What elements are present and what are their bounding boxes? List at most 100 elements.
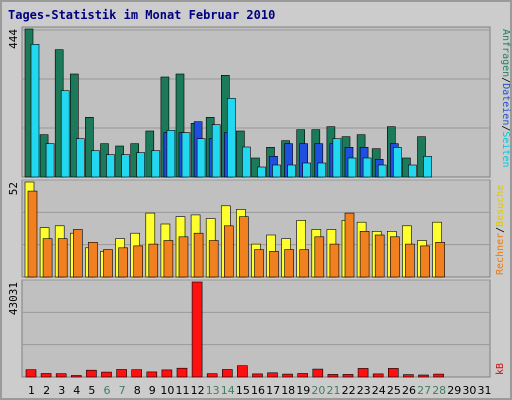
bar-visits-seiten-day-10 [166, 130, 176, 178]
bar-visitors-rechner-day-27 [420, 245, 430, 278]
bar-visits-seiten-day-14 [227, 98, 236, 178]
bar-kb-kb-day-21 [327, 374, 339, 378]
day-label-31: 31 [478, 384, 492, 397]
legend-entry-visitors-0: Besuche [495, 185, 506, 227]
bar-kb-kb-day-4 [71, 375, 82, 378]
bar-visits-seiten-day-6 [106, 154, 115, 178]
bar-kb-kb-day-7 [116, 369, 127, 378]
bar-visits-seiten-day-26 [408, 164, 417, 178]
bar-kb-kb-day-8 [131, 369, 142, 378]
day-label-9: 9 [149, 384, 156, 397]
day-label-4: 4 [73, 384, 80, 397]
bar-kb-kb-day-6 [101, 371, 112, 378]
bar-kb-kb-day-12 [191, 281, 203, 378]
day-label-27: 27 [417, 384, 431, 397]
bar-visitors-rechner-day-20 [314, 236, 325, 278]
bar-visitors-rechner-day-16 [254, 249, 264, 278]
bar-visits-seiten-day-8 [136, 152, 145, 178]
bar-visits-seiten-day-2 [45, 143, 55, 178]
bar-kb-kb-day-9 [146, 371, 158, 378]
panel-background-visits [21, 26, 491, 178]
day-label-15: 15 [236, 384, 250, 397]
bar-visitors-rechner-day-13 [208, 240, 219, 278]
day-label-29: 29 [447, 384, 461, 397]
day-label-23: 23 [357, 384, 371, 397]
bar-visits-seiten-day-7 [121, 154, 130, 178]
bar-visitors-rechner-day-11 [178, 236, 189, 278]
bar-visits-seiten-day-21 [332, 138, 342, 178]
bar-visits-seiten-day-5 [91, 150, 100, 178]
day-label-7: 7 [119, 384, 126, 397]
day-label-12: 12 [191, 384, 205, 397]
bar-visitors-rechner-day-1 [27, 190, 38, 278]
bar-kb-kb-day-17 [267, 372, 278, 378]
day-label-13: 13 [206, 384, 220, 397]
bar-visits-seiten-day-22 [347, 157, 357, 178]
chart-title: Tages-Statistik im Monat Februar 2010 [8, 8, 275, 22]
bar-kb-kb-day-5 [86, 369, 97, 378]
legend-kb: kB [495, 363, 506, 375]
legend-entry-visits-2: Dateien [500, 83, 511, 125]
bar-visits-seiten-day-1 [30, 43, 40, 178]
bar-visitors-rechner-day-26 [405, 243, 415, 278]
day-label-3: 3 [58, 384, 65, 397]
bar-visits-seiten-day-19 [302, 162, 312, 178]
bar-visits-seiten-day-18 [287, 164, 296, 178]
ymax-label-visitors: 52 [7, 182, 20, 195]
bar-visits-seiten-day-20 [317, 162, 327, 178]
bar-visits-seiten-day-17 [272, 164, 281, 178]
day-label-26: 26 [402, 384, 416, 397]
day-label-5: 5 [88, 384, 95, 397]
day-label-6: 6 [104, 384, 111, 397]
bar-visitors-rechner-day-9 [148, 243, 159, 278]
bar-visits-seiten-day-11 [181, 132, 191, 178]
bar-visitors-rechner-day-6 [103, 249, 113, 278]
bar-kb-kb-day-10 [161, 369, 173, 378]
bar-visits-seiten-day-12 [196, 138, 206, 178]
day-label-22: 22 [342, 384, 356, 397]
legend-visits: Anfragen/Dateien/Seiten [500, 29, 511, 168]
bar-kb-kb-day-2 [40, 373, 52, 378]
bar-visitors-rechner-day-2 [42, 238, 53, 278]
day-label-2: 2 [43, 384, 50, 397]
bar-visitors-rechner-day-19 [299, 249, 310, 278]
bar-kb-kb-day-26 [403, 374, 414, 378]
bar-visitors-rechner-day-10 [163, 240, 174, 278]
day-label-17: 17 [266, 384, 280, 397]
legend-entry-visits-1: / [500, 77, 511, 83]
bar-visitors-rechner-day-7 [118, 247, 128, 278]
legend-entry-visitors-1: / [495, 227, 506, 233]
bar-kb-kb-day-27 [418, 374, 429, 378]
bar-kb-kb-day-28 [433, 373, 444, 378]
bar-visitors-rechner-day-17 [269, 251, 279, 278]
bar-visitors-rechner-day-21 [329, 243, 340, 278]
bar-visitors-rechner-day-24 [374, 234, 385, 278]
day-label-24: 24 [372, 384, 386, 397]
bar-visits-seiten-day-3 [60, 90, 70, 178]
day-label-30: 30 [462, 384, 476, 397]
bar-visitors-rechner-day-5 [88, 242, 98, 278]
bar-visits-seiten-day-27 [423, 156, 432, 178]
bar-kb-kb-day-23 [357, 368, 369, 378]
bar-kb-kb-day-24 [372, 373, 384, 378]
day-label-25: 25 [387, 384, 401, 397]
bar-visits-anfragen-day-4 [70, 73, 79, 178]
bar-visitors-rechner-day-15 [239, 216, 249, 278]
bar-visits-seiten-day-23 [362, 157, 372, 178]
day-label-11: 11 [176, 384, 190, 397]
bar-visitors-rechner-day-4 [73, 229, 83, 278]
bar-kb-kb-day-20 [312, 368, 324, 378]
bar-visits-seiten-day-13 [211, 124, 221, 178]
legend-entry-visits-4: Seiten [500, 131, 511, 167]
bar-visits-seiten-day-9 [151, 150, 161, 178]
ymax-label-visits: 444 [7, 29, 20, 49]
bar-kb-kb-day-18 [282, 373, 293, 378]
bar-visitors-rechner-day-28 [435, 242, 445, 278]
bar-visits-seiten-day-16 [257, 166, 266, 178]
bar-kb-kb-day-25 [387, 368, 399, 378]
legend-entry-visitors-2: Rechner [495, 233, 506, 275]
bar-kb-kb-day-1 [25, 369, 37, 378]
bar-visits-anfragen-day-5 [85, 117, 94, 178]
bar-visitors-rechner-day-18 [284, 249, 294, 278]
